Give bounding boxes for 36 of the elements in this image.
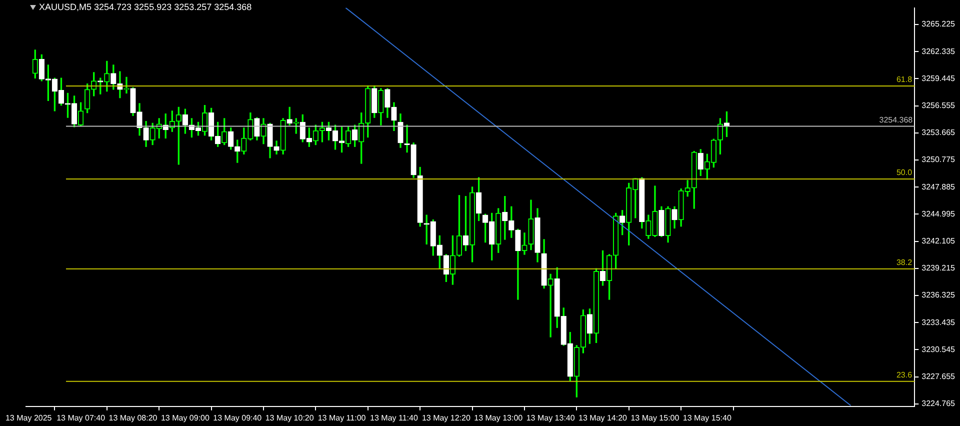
y-tick-label: 3242.105	[922, 236, 956, 246]
x-tick-label: 13 May 11:40	[370, 413, 418, 422]
y-tick-label: 3236.325	[922, 290, 956, 300]
annotation: 50.0	[896, 168, 913, 178]
x-tick-label: 13 May 08:20	[108, 413, 158, 422]
y-tick-label: 3230.545	[922, 344, 956, 354]
y-tick-label: 3259.445	[922, 74, 956, 83]
y-tick-label: 3224.765	[922, 399, 956, 408]
y-tick-label: 3244.995	[922, 209, 956, 218]
candlestick	[548, 274, 554, 338]
x-tick-label: 13 May 14:20	[578, 413, 628, 422]
x-tick-label: 13 May 12:20	[422, 413, 471, 422]
x-tick-label: 13 May 15:40	[682, 413, 732, 422]
x-tick-label: 13 May 07:40	[56, 413, 106, 422]
x-tick-label: 13 May 13:00	[474, 413, 524, 422]
y-tick-label: 3262.335	[922, 46, 956, 56]
x-tick-label: 13 May 09:00	[160, 413, 210, 422]
x-tick-label: 13 May 15:00	[630, 413, 680, 422]
annotation: 23.6	[896, 370, 913, 380]
y-tick-label: 3250.775	[922, 155, 956, 164]
x-tick-label: 13 May 2025	[5, 413, 52, 422]
x-tick-label: 13 May 09:40	[213, 413, 262, 422]
y-tick-label: 3227.655	[922, 372, 956, 382]
x-tick-label: 13 May 13:40	[526, 413, 576, 422]
ref-line-label: 3254.368	[879, 115, 914, 124]
y-tick-label: 3239.215	[922, 264, 956, 273]
y-tick-label: 3253.665	[922, 128, 956, 138]
y-tick-label: 3256.555	[922, 100, 956, 110]
chart-title: XAUUSD,M5 3254.723 3255.923 3253.257 3254.368	[39, 2, 252, 12]
y-tick-label: 3233.435	[922, 318, 956, 327]
y-tick-label: 3265.225	[922, 20, 956, 29]
annotation: 61.8	[896, 75, 913, 84]
annotation: 38.2	[896, 258, 913, 268]
x-tick-label: 13 May 11:00	[318, 413, 366, 422]
x-tick-label: 13 May 10:20	[265, 413, 314, 422]
y-tick-label: 3247.885	[922, 182, 956, 192]
